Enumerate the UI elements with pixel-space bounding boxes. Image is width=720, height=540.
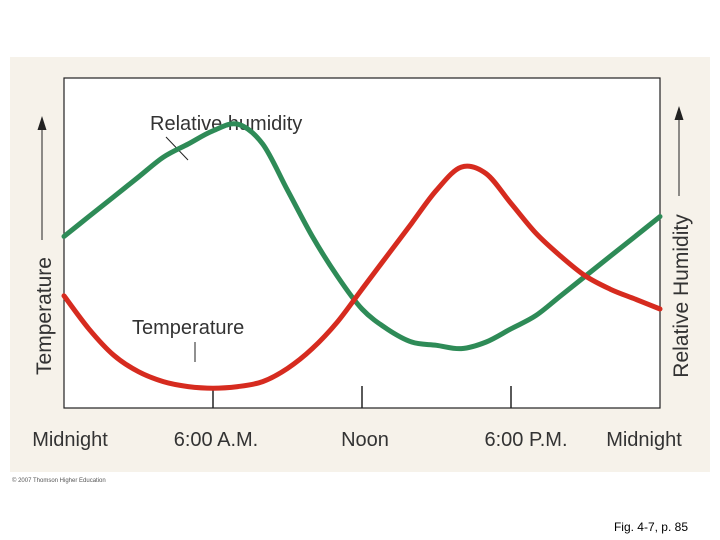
y-axis-label-left: Temperature xyxy=(33,257,56,375)
x-tick-label: 6:00 A.M. xyxy=(174,429,259,451)
x-tick-label: Midnight xyxy=(606,429,682,451)
x-tick-label: Noon xyxy=(341,429,389,451)
left-axis-arrow xyxy=(37,116,47,240)
x-tick-label: Midnight xyxy=(32,429,108,451)
copyright-notice: © 2007 Thomson Higher Education xyxy=(12,478,106,484)
plot-area xyxy=(63,77,661,409)
temperature-curve-label: Temperature xyxy=(132,317,244,339)
figure-caption: Fig. 4-7, p. 85 xyxy=(613,520,688,534)
temperature-curve xyxy=(61,163,663,391)
humidity-curve xyxy=(61,121,663,352)
x-tick-label: 6:00 P.M. xyxy=(484,429,567,451)
right-axis-arrow xyxy=(674,106,684,196)
y-axis-label-right: Relative Humidity xyxy=(670,214,693,378)
